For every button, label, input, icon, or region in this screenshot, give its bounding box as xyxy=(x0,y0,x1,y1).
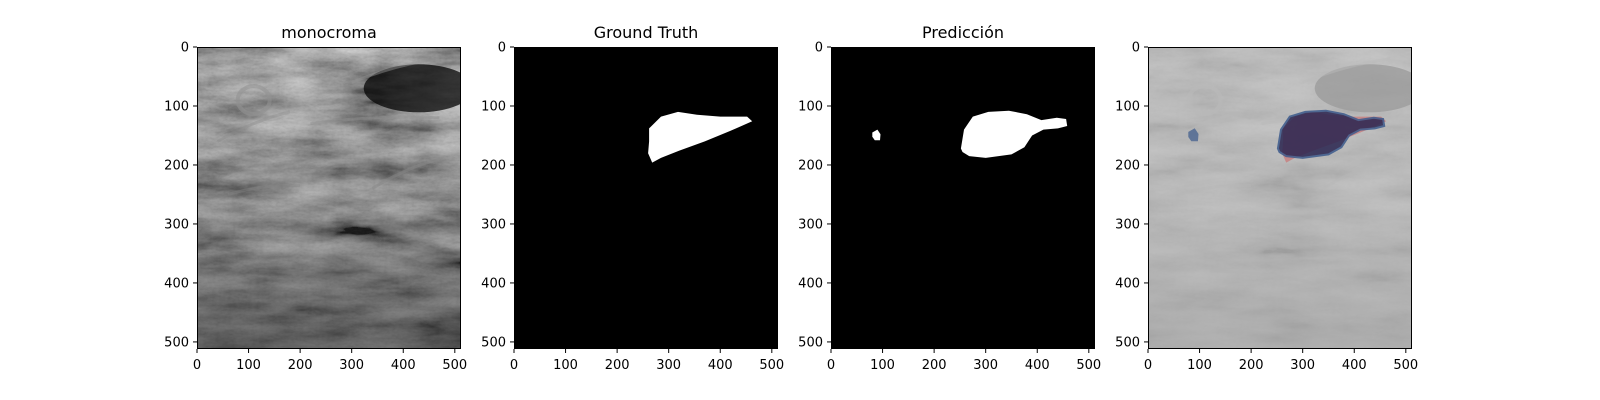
x-tick-label: 400 xyxy=(708,358,733,373)
x-tick-label: 200 xyxy=(922,358,947,373)
x-tick-label: 400 xyxy=(1342,358,1367,373)
x-tick-label: 0 xyxy=(1144,358,1152,373)
axes-frame xyxy=(831,47,1095,349)
x-tick-label: 200 xyxy=(605,358,630,373)
axes-frame xyxy=(1148,47,1412,349)
x-tick-label: 100 xyxy=(553,358,578,373)
panel-ultrasound: 0 100 200 300 400 500 0 100 200 300 400 500 monocrom… xyxy=(164,23,467,373)
y-tick-label: 0 xyxy=(181,41,189,56)
overlay-prediction-region-1 xyxy=(1188,128,1199,142)
panel-title: monocroma xyxy=(281,23,377,42)
x-tick-label: 100 xyxy=(870,358,895,373)
y-tick-label: 300 xyxy=(1115,217,1140,232)
x-tick-label: 0 xyxy=(510,358,518,373)
prediction-mask-image xyxy=(831,47,1095,349)
mask-background xyxy=(514,47,778,349)
ground-truth-mask-region-0 xyxy=(648,111,753,163)
axes-frame xyxy=(197,47,461,349)
y-tick-label: 400 xyxy=(164,276,189,291)
prediction-mask-region-1 xyxy=(872,129,881,141)
x-tick-label: 400 xyxy=(391,358,416,373)
y-tick-label: 300 xyxy=(798,217,823,232)
y-tick-label: 0 xyxy=(1132,41,1140,56)
prediction-mask-region-0 xyxy=(960,110,1068,158)
ground-truth-mask-image xyxy=(514,47,778,349)
x-tick-label: 300 xyxy=(973,358,998,373)
ultrasound-depth-shading xyxy=(197,47,461,349)
x-tick-label: 500 xyxy=(1393,358,1418,373)
ultrasound-image xyxy=(197,47,461,349)
y-tick-label: 500 xyxy=(798,335,823,350)
y-tick-label: 400 xyxy=(481,276,506,291)
y-tick-label: 100 xyxy=(1115,99,1140,114)
panel-title: Predicción xyxy=(922,23,1004,42)
x-tick-label: 500 xyxy=(442,358,467,373)
panel-prediction-mask: 0 100 200 300 400 500 0 100 200 300 400 500 Predicci… xyxy=(798,23,1101,373)
x-tick-label: 200 xyxy=(1239,358,1264,373)
y-tick-label: 300 xyxy=(481,217,506,232)
x-tick-label: 200 xyxy=(288,358,313,373)
panel-ground-truth-mask: 0 100 200 300 400 500 0 100 200 300 400 500 Ground T… xyxy=(481,23,784,373)
y-tick-label: 200 xyxy=(1115,158,1140,173)
panel-overlay: 0 100 200 300 400 500 0 100 200 300 400 500 xyxy=(1115,41,1418,374)
x-tick-label: 0 xyxy=(827,358,835,373)
x-tick-label: 300 xyxy=(1290,358,1315,373)
y-tick-label: 200 xyxy=(798,158,823,173)
y-tick-label: 0 xyxy=(498,41,506,56)
y-tick-label: 100 xyxy=(164,99,189,114)
x-tick-label: 300 xyxy=(339,358,364,373)
y-tick-label: 500 xyxy=(1115,335,1140,350)
x-tick-label: 400 xyxy=(1025,358,1050,373)
y-tick-label: 200 xyxy=(164,158,189,173)
y-tick-label: 400 xyxy=(1115,276,1140,291)
y-tick-label: 200 xyxy=(481,158,506,173)
x-tick-label: 500 xyxy=(759,358,784,373)
overlay-wash xyxy=(1148,47,1412,349)
y-tick-label: 400 xyxy=(798,276,823,291)
x-tick-label: 500 xyxy=(1076,358,1101,373)
x-tick-label: 0 xyxy=(193,358,201,373)
mask-background xyxy=(831,47,1095,349)
x-tick-label: 100 xyxy=(236,358,261,373)
x-tick-label: 300 xyxy=(656,358,681,373)
y-tick-label: 0 xyxy=(815,41,823,56)
overlay-image xyxy=(1148,47,1412,349)
panel-title: Ground Truth xyxy=(594,23,699,42)
x-tick-label: 100 xyxy=(1187,358,1212,373)
y-tick-label: 500 xyxy=(481,335,506,350)
y-tick-label: 500 xyxy=(164,335,189,350)
axes-frame xyxy=(514,47,778,349)
overlay-prediction-region-0 xyxy=(1276,109,1386,159)
y-tick-label: 300 xyxy=(164,217,189,232)
y-tick-label: 100 xyxy=(798,99,823,114)
y-tick-label: 100 xyxy=(481,99,506,114)
